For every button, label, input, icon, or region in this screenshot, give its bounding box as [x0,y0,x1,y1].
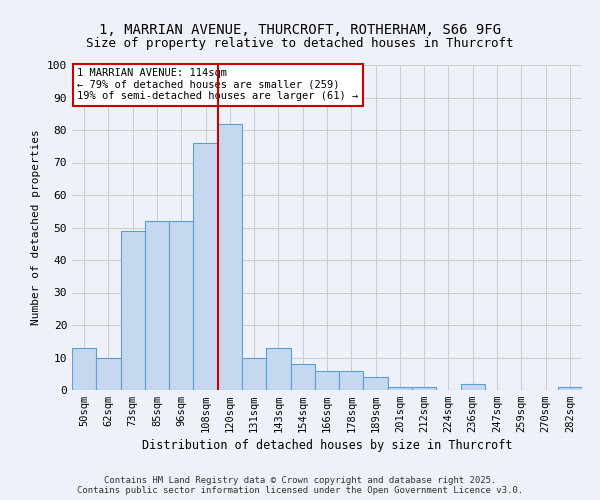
Bar [315,370,339,390]
X-axis label: Distribution of detached houses by size in Thurcroft: Distribution of detached houses by size … [142,440,512,452]
Text: Size of property relative to detached houses in Thurcroft: Size of property relative to detached ho… [86,38,514,51]
Bar [558,387,582,390]
Bar [412,387,436,390]
Bar [145,221,169,390]
Bar [218,124,242,390]
Bar [290,364,315,390]
Bar [193,143,218,390]
Bar [266,348,290,390]
Bar [72,348,96,390]
Bar [388,387,412,390]
Bar [96,358,121,390]
Bar [121,231,145,390]
Bar [169,221,193,390]
Bar [461,384,485,390]
Text: 1, MARRIAN AVENUE, THURCROFT, ROTHERHAM, S66 9FG: 1, MARRIAN AVENUE, THURCROFT, ROTHERHAM,… [99,22,501,36]
Text: 1 MARRIAN AVENUE: 114sqm
← 79% of detached houses are smaller (259)
19% of semi-: 1 MARRIAN AVENUE: 114sqm ← 79% of detach… [77,68,358,102]
Bar [339,370,364,390]
Y-axis label: Number of detached properties: Number of detached properties [31,130,41,326]
Text: Contains HM Land Registry data © Crown copyright and database right 2025.
Contai: Contains HM Land Registry data © Crown c… [77,476,523,495]
Bar [242,358,266,390]
Bar [364,377,388,390]
